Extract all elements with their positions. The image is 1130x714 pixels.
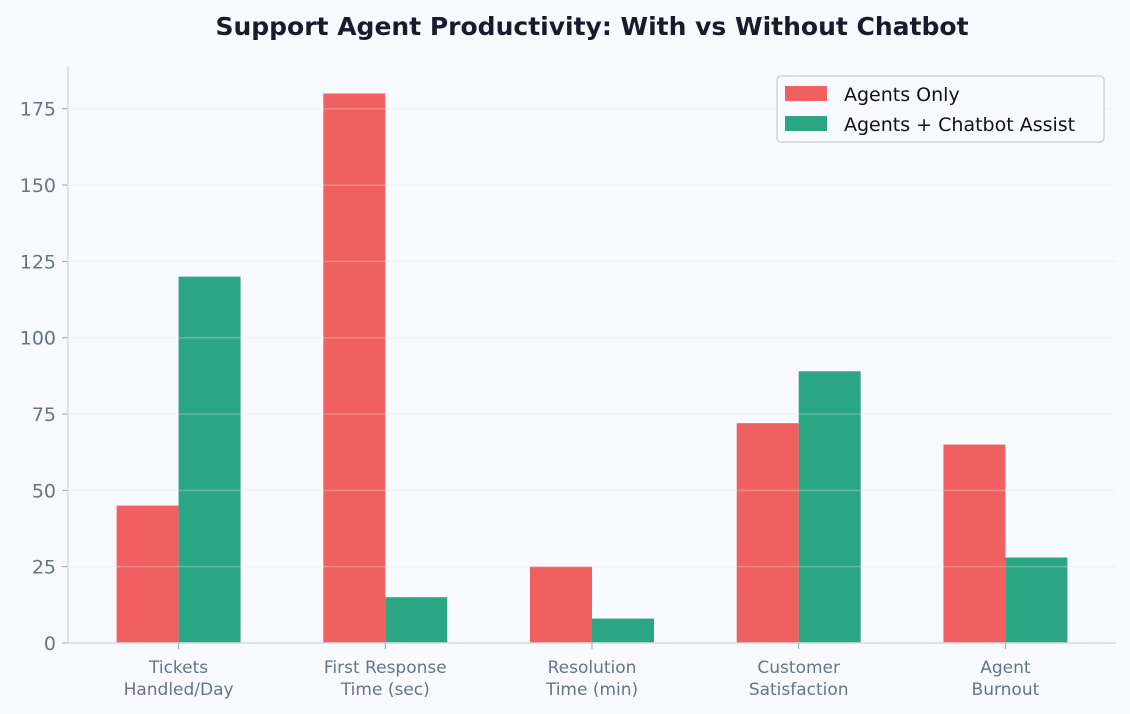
legend-swatch-agents-only <box>785 86 827 101</box>
x-tick-label: Burnout <box>972 680 1040 700</box>
y-tick-label: 150 <box>20 175 56 197</box>
legend-label-agents-only: Agents Only <box>844 84 960 106</box>
y-tick-label: 175 <box>20 99 56 121</box>
y-tick-label: 25 <box>32 557 56 579</box>
bar-agents-only-2 <box>530 566 592 643</box>
bar-agents-only-3 <box>736 423 799 643</box>
bar-agents-chatbot-assist-4 <box>1005 557 1068 643</box>
y-tick-label: 75 <box>32 404 56 426</box>
y-tick-label: 50 <box>32 480 56 502</box>
legend-label-agents-chatbot: Agents + Chatbot Assist <box>844 114 1075 136</box>
bar-agents-only-0 <box>116 505 179 643</box>
x-tick-label: Time (min) <box>545 680 638 700</box>
legend-swatch-agents-chatbot <box>785 116 827 131</box>
x-tick-label: Time (sec) <box>340 680 430 700</box>
y-tick-label: 0 <box>44 633 56 655</box>
bar-agents-only-1 <box>323 93 386 643</box>
x-tick-label: Handled/Day <box>124 680 234 700</box>
x-tick-label: Tickets <box>148 658 208 678</box>
x-tick-label: Agent <box>980 658 1031 678</box>
x-tick-label: First Response <box>324 658 447 678</box>
bar-agents-chatbot-assist-3 <box>798 371 861 643</box>
bar-agents-chatbot-assist-1 <box>385 597 448 643</box>
chart-title: Support Agent Productivity: With vs With… <box>215 12 968 41</box>
legend: Agents Only Agents + Chatbot Assist <box>776 75 1105 143</box>
x-tick-label: Customer <box>757 658 840 678</box>
bar-agents-chatbot-assist-2 <box>592 618 654 643</box>
y-tick-label: 125 <box>20 251 56 273</box>
y-tick-label: 100 <box>20 328 56 350</box>
bar-agents-chatbot-assist-0 <box>178 276 241 643</box>
x-tick-label: Satisfaction <box>749 680 849 700</box>
x-tick-label: Resolution <box>548 658 637 678</box>
bar-agents-only-4 <box>943 444 1006 643</box>
